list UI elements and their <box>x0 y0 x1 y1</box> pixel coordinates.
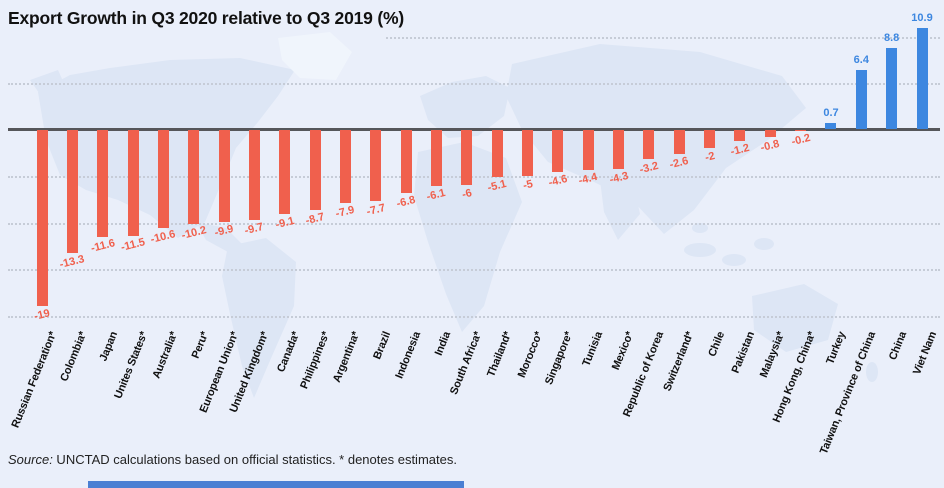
bar <box>461 129 473 186</box>
bar <box>188 129 200 225</box>
bar <box>613 129 625 170</box>
bar-value-label: 10.9 <box>911 12 933 25</box>
bar <box>400 129 412 193</box>
bar <box>127 129 139 237</box>
bar <box>36 129 48 307</box>
bar <box>886 47 898 130</box>
bar <box>218 129 230 222</box>
bar <box>916 28 928 130</box>
source-text: UNCTAD calculations based on official st… <box>52 452 457 467</box>
bar <box>430 129 442 187</box>
bar-value-label: 6.4 <box>853 53 869 66</box>
bar <box>764 129 776 137</box>
bar <box>339 129 351 203</box>
gridline <box>8 315 940 318</box>
gridline <box>8 222 940 225</box>
bar <box>248 129 260 220</box>
source-note: Source: UNCTAD calculations based on off… <box>8 452 457 467</box>
bar <box>825 122 837 130</box>
chart-title: Export Growth in Q3 2020 relative to Q3 … <box>8 8 404 28</box>
bar <box>309 129 321 211</box>
footer-strip <box>88 481 464 488</box>
bar <box>673 129 685 154</box>
bar-value-label: 0.7 <box>823 106 839 119</box>
bar <box>582 129 594 171</box>
bar <box>522 129 534 176</box>
zero-axis-line <box>8 128 940 131</box>
gridline <box>8 269 940 271</box>
bar <box>66 129 78 254</box>
gridline <box>8 176 940 178</box>
bar <box>279 129 291 215</box>
bar <box>734 129 746 141</box>
bar <box>97 129 109 238</box>
bar-value-label: 8.8 <box>884 31 900 44</box>
source-label: Source: <box>8 452 53 467</box>
bar <box>643 129 655 160</box>
bar <box>370 129 382 202</box>
gridline <box>386 36 940 39</box>
bar <box>157 129 169 229</box>
bar <box>552 129 564 173</box>
bar <box>795 129 807 132</box>
bar <box>704 129 716 149</box>
bar-value-label: -2 <box>703 150 716 165</box>
bar <box>855 69 867 130</box>
bar <box>491 129 503 177</box>
gridline <box>8 83 940 85</box>
